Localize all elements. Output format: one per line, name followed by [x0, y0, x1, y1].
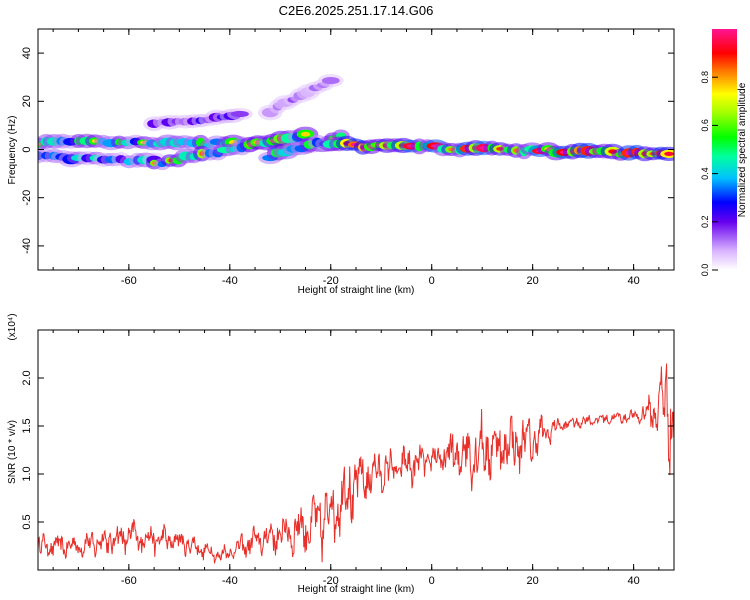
y-tick-label: 20	[21, 95, 33, 107]
x-tick-label: -20	[323, 575, 339, 587]
x-tick-label: -60	[121, 275, 137, 287]
colorbar-tick-label: 0.2	[700, 216, 710, 229]
snr-frame	[37, 329, 675, 571]
spectrogram-marks	[38, 74, 674, 171]
x-tick-label: -40	[222, 575, 238, 587]
colorbar-tick-label: 0.8	[700, 71, 710, 84]
x-tick-label: 0	[429, 575, 435, 587]
x-tick-label: 20	[527, 575, 539, 587]
snr-scale-label: (x10⁴)	[7, 313, 18, 340]
colorbar-gradient	[712, 29, 737, 270]
colorbar-ticks: 0.0 0.2 0.4 0.6 0.8	[700, 71, 718, 276]
spectral-blob	[321, 77, 340, 85]
spectrogram-ylabel: Frequency (Hz)	[7, 116, 18, 185]
colorbar-tick-label: 0.0	[700, 264, 710, 277]
y-tick-label: 1.5	[21, 418, 33, 433]
y-tick-label: 40	[21, 47, 33, 59]
spectral-blob	[230, 110, 249, 118]
y-tick-label: 2.0	[21, 370, 33, 385]
snr-xlabel: Height of straight line (km)	[298, 584, 415, 595]
snr-ylabel: SNR (10 * v/v)	[7, 420, 18, 484]
y-tick-label: 0.5	[21, 514, 33, 529]
x-tick-label: 40	[627, 275, 639, 287]
y-tick-label: -40	[21, 238, 33, 254]
snr-line	[38, 363, 674, 564]
x-tick-label: 0	[429, 275, 435, 287]
y-tick-label: 1.0	[21, 466, 33, 481]
colorbar-tick-label: 0.6	[700, 119, 710, 132]
snr-ticks: -60 -40 -20 0 20 40 0.5 1.0 1.5 2.0	[21, 330, 674, 587]
spectral-blob-core	[300, 131, 311, 137]
page-title: C2E6.2025.251.17.14.G06	[279, 3, 434, 18]
x-tick-label: -60	[121, 575, 137, 587]
y-tick-label: -20	[21, 190, 33, 206]
y-tick-label: 0	[21, 146, 33, 152]
colorbar: 0.0 0.2 0.4 0.6 0.8 Normalized spectral ampl…	[700, 29, 748, 276]
x-tick-label: 20	[527, 275, 539, 287]
spectrogram-ticks: -60 -40 -20 0 20 40 -40 -20 0 20 40	[21, 29, 674, 287]
x-tick-label: -20	[323, 275, 339, 287]
snr-panel: -60 -40 -20 0 20 40 0.5 1.0 1.5 2.0 Height of str…	[7, 313, 675, 595]
colorbar-label: Normalized spectral amplitude	[737, 82, 748, 217]
spectral-blob-core	[664, 151, 674, 156]
x-tick-label: -40	[222, 275, 238, 287]
spectrogram-xlabel: Height of straight line (km)	[298, 285, 415, 296]
colorbar-tick-label: 0.4	[700, 167, 710, 180]
x-tick-label: 40	[627, 575, 639, 587]
spectrogram-panel: -60 -40 -20 0 20 40 -40 -20 0 20 40 Height of stra…	[7, 28, 675, 296]
